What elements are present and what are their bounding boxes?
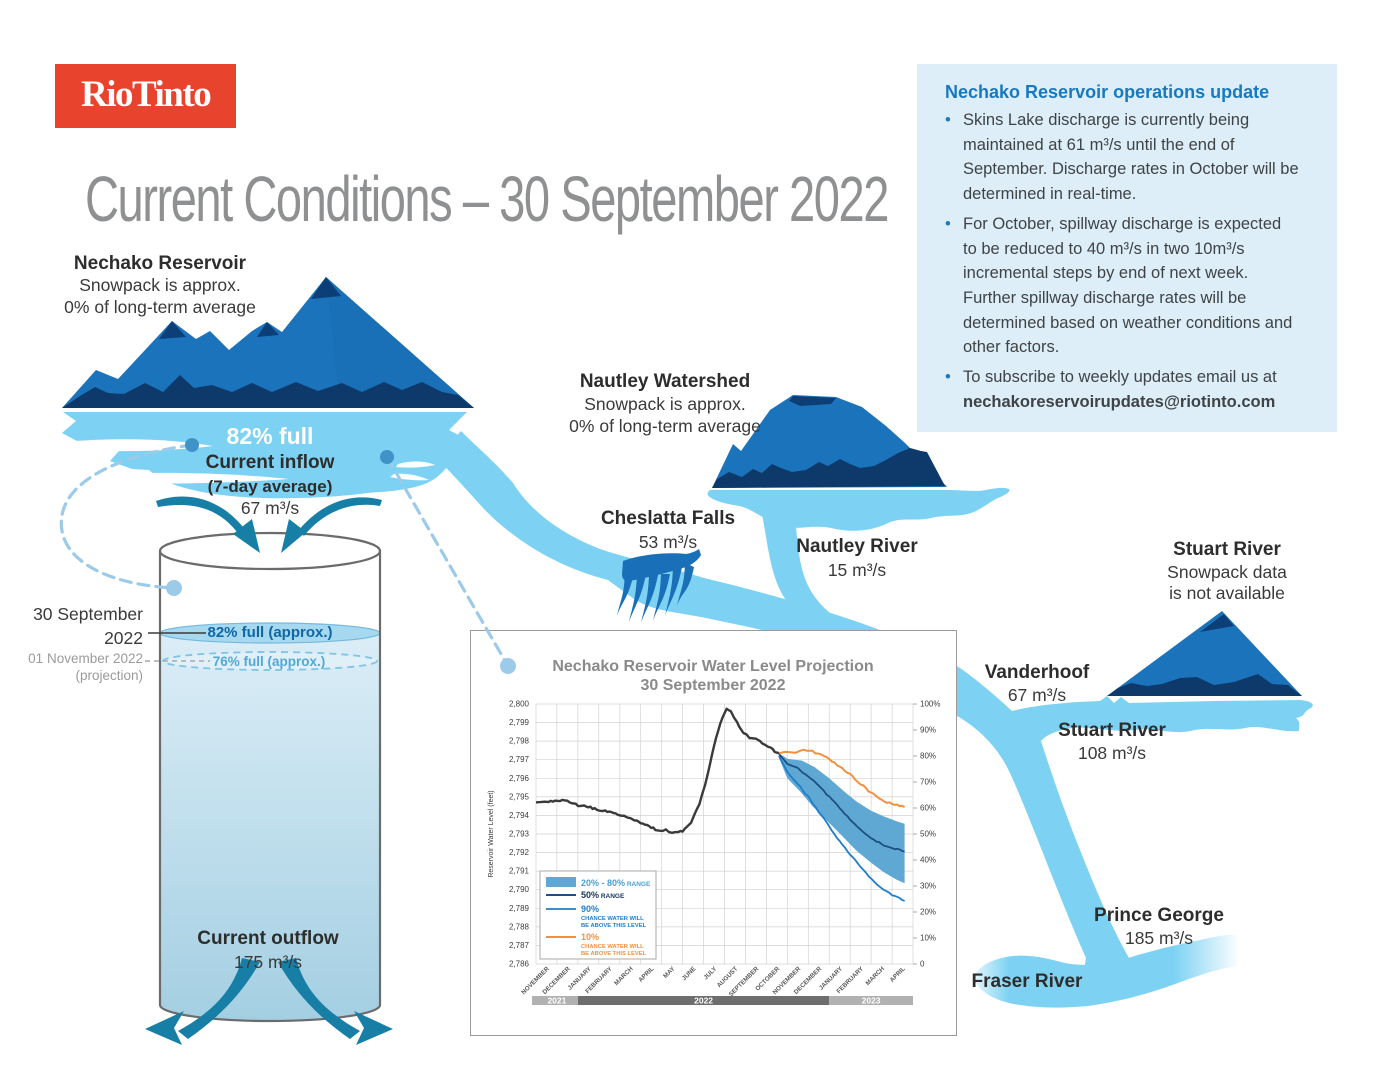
svg-text:MARCH: MARCH <box>613 965 635 987</box>
svg-text:10%: 10% <box>920 934 936 943</box>
svg-text:Nechako Reservoir Water Level: Nechako Reservoir Water Level Projection <box>552 658 873 675</box>
svg-text:2,791: 2,791 <box>509 867 530 876</box>
svg-text:2,793: 2,793 <box>509 830 530 839</box>
svg-text:80%: 80% <box>920 752 936 761</box>
svg-text:2,792: 2,792 <box>509 848 530 857</box>
svg-text:BE ABOVE THIS LEVEL: BE ABOVE THIS LEVEL <box>581 923 647 929</box>
svg-text:60%: 60% <box>920 804 936 813</box>
svg-text:90%: 90% <box>581 904 599 914</box>
svg-text:MARCH: MARCH <box>864 965 886 987</box>
svg-text:BE ABOVE THIS LEVEL: BE ABOVE THIS LEVEL <box>581 951 647 957</box>
svg-text:50% RANGE: 50% RANGE <box>581 890 625 900</box>
svg-text:2,799: 2,799 <box>509 718 530 727</box>
svg-text:0: 0 <box>920 960 925 969</box>
svg-text:JULY: JULY <box>702 965 718 981</box>
svg-text:CHANCE WATER WILL: CHANCE WATER WILL <box>581 916 644 922</box>
svg-text:2,800: 2,800 <box>509 700 530 709</box>
svg-text:2,787: 2,787 <box>509 941 530 950</box>
svg-text:20% - 80% RANGE: 20% - 80% RANGE <box>581 878 651 888</box>
svg-text:MAY: MAY <box>662 965 677 980</box>
svg-text:20%: 20% <box>920 908 936 917</box>
svg-text:30 September 2022: 30 September 2022 <box>641 677 786 694</box>
svg-text:CHANCE WATER WILL: CHANCE WATER WILL <box>581 944 644 950</box>
svg-text:2,798: 2,798 <box>509 737 530 746</box>
svg-text:2,788: 2,788 <box>509 922 530 931</box>
svg-text:Reservoir Water Level (feet): Reservoir Water Level (feet) <box>488 790 495 877</box>
svg-text:50%: 50% <box>920 830 936 839</box>
svg-text:90%: 90% <box>920 726 936 735</box>
svg-text:2,797: 2,797 <box>509 755 530 764</box>
svg-text:40%: 40% <box>920 856 936 865</box>
svg-text:2,789: 2,789 <box>509 904 530 913</box>
svg-text:2021: 2021 <box>547 996 566 1006</box>
svg-text:2023: 2023 <box>862 996 881 1006</box>
svg-text:10%: 10% <box>581 932 599 942</box>
svg-text:APRIL: APRIL <box>889 965 907 983</box>
svg-text:APRIL: APRIL <box>637 965 655 983</box>
svg-text:2022: 2022 <box>694 996 713 1006</box>
svg-text:100%: 100% <box>920 700 940 709</box>
svg-text:2,794: 2,794 <box>509 811 530 820</box>
svg-text:30%: 30% <box>920 882 936 891</box>
svg-text:2,796: 2,796 <box>509 774 530 783</box>
svg-text:2,786: 2,786 <box>509 960 530 969</box>
svg-text:JUNE: JUNE <box>681 965 698 982</box>
svg-text:2,795: 2,795 <box>509 792 530 801</box>
svg-text:2,790: 2,790 <box>509 885 530 894</box>
svg-text:70%: 70% <box>920 778 936 787</box>
